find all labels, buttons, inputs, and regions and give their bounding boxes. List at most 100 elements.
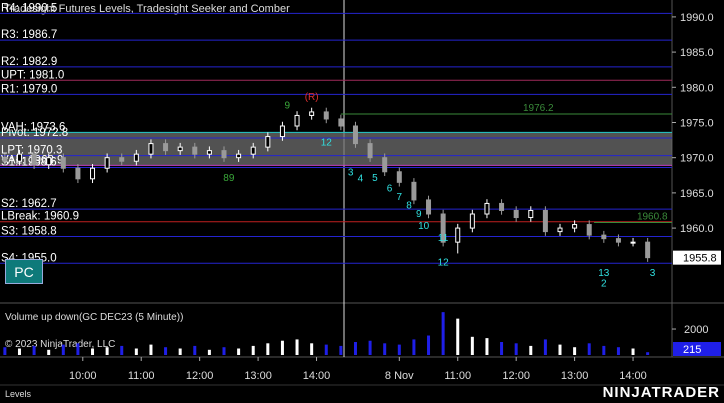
candle-body <box>440 213 446 243</box>
level-label: LBreak: 1960.9 <box>1 211 79 223</box>
candle-body <box>177 146 183 152</box>
candle-body <box>513 209 519 219</box>
volume-bar <box>222 347 226 355</box>
segment-label: 1960.8 <box>637 211 668 222</box>
value-area <box>0 132 672 166</box>
candle-body <box>148 143 154 155</box>
volume-bar <box>456 318 460 355</box>
volume-bar <box>17 348 21 355</box>
volume-bar <box>47 349 51 355</box>
copyright: © 2023 NinjaTrader, LLC <box>5 339 115 350</box>
signal-label: 10 <box>418 221 430 232</box>
x-tick-label: 12:00 <box>502 370 530 382</box>
candle-body <box>615 238 621 243</box>
volume-bar <box>383 343 387 355</box>
volume-bar <box>178 348 182 355</box>
y-tick-label: 2000 <box>684 324 708 336</box>
x-tick-label: 13:00 <box>244 370 272 382</box>
pc-button[interactable]: PC <box>5 259 43 284</box>
signal-label: 5 <box>372 173 378 184</box>
volume-bar <box>310 343 314 355</box>
y-tick-label: 1990.0 <box>680 12 714 24</box>
volume-bar <box>529 345 533 355</box>
candle-body <box>586 224 592 236</box>
volume-bar <box>368 340 372 355</box>
x-tick-label: 11:00 <box>444 370 471 382</box>
volume-bar <box>134 348 138 355</box>
volume-bar <box>3 347 7 355</box>
candle-body <box>2 157 8 162</box>
level-label: R4: 1990.5 <box>1 2 57 14</box>
volume-bar <box>91 348 95 355</box>
volume-bar <box>646 352 650 355</box>
x-tick-label: 14:00 <box>619 370 647 382</box>
signal-label: 2 <box>601 279 607 290</box>
volume-flag-label: 215 <box>683 344 701 356</box>
volume-bar <box>120 345 124 355</box>
signal-label: 9 <box>285 100 291 111</box>
y-tick-label: 1965.0 <box>680 188 714 200</box>
x-tick-label: 10:00 <box>69 370 97 382</box>
y-tick-label: 1960.0 <box>680 223 714 235</box>
y-tick-label: 1980.0 <box>680 82 714 94</box>
level-label: R2: 1982.9 <box>1 56 57 68</box>
volume-bar <box>485 338 489 355</box>
candle-body <box>192 146 198 155</box>
candle-body <box>455 227 461 243</box>
level-label: S1: 1968.6 <box>1 157 57 169</box>
candle-body <box>367 143 373 159</box>
candle-body <box>104 157 110 169</box>
candle-body <box>542 209 548 233</box>
candle-body <box>90 167 96 180</box>
volume-bar <box>500 342 504 355</box>
volume-bar <box>558 344 562 355</box>
signal-label: 3 <box>348 167 354 178</box>
segment-label: 1976.2 <box>523 103 554 114</box>
candle-body <box>236 153 242 159</box>
candle-body <box>499 202 505 211</box>
volume-bar <box>149 344 153 355</box>
level-label: LPT: 1970.3 <box>1 145 62 157</box>
volume-bar <box>587 343 591 355</box>
level-label: S3: 1958.8 <box>1 226 57 238</box>
candle-body <box>31 153 37 166</box>
candle-body <box>645 241 651 259</box>
candle-body <box>163 143 169 152</box>
level-label: R3: 1986.7 <box>1 29 57 41</box>
footer-tab: Levels <box>5 389 32 399</box>
volume-bar <box>61 344 65 355</box>
level-label: UPT: 1981.0 <box>1 69 64 81</box>
candle-body <box>352 125 358 145</box>
candle-body <box>60 157 66 169</box>
candle-body <box>323 111 329 120</box>
volume-title: Volume up down(GC DEC23 (5 Minute)) <box>5 312 183 323</box>
y-tick-label: 1975.0 <box>680 117 714 129</box>
volume-flag <box>673 342 721 356</box>
signal-label: 12 <box>321 138 333 149</box>
candle-body <box>557 227 563 233</box>
volume-bar <box>266 343 270 355</box>
candle-body <box>279 125 285 138</box>
signal-label: 12 <box>438 257 450 268</box>
signal-label: 7 <box>397 192 403 203</box>
candle-body <box>221 150 227 159</box>
candle-body <box>265 136 271 148</box>
candle-body <box>119 157 125 162</box>
volume-bar <box>616 347 620 355</box>
candle-body <box>75 167 81 180</box>
candle-body <box>630 241 636 244</box>
signal-label: 3 <box>650 268 656 279</box>
level-label: VAH: 1973.6 <box>1 121 65 133</box>
x-tick-label: 11:00 <box>128 370 155 382</box>
signal-label: 8 <box>406 200 412 211</box>
chart-title: Tradesight Futures Levels, Tradesight Se… <box>4 3 290 15</box>
candle-body <box>411 181 417 201</box>
candle-body <box>469 213 475 229</box>
logo: NINJATRADER <box>603 384 720 401</box>
volume-bar <box>514 343 518 355</box>
volume-bar <box>32 345 36 355</box>
volume-bar <box>237 348 241 355</box>
candle-body <box>250 146 256 155</box>
